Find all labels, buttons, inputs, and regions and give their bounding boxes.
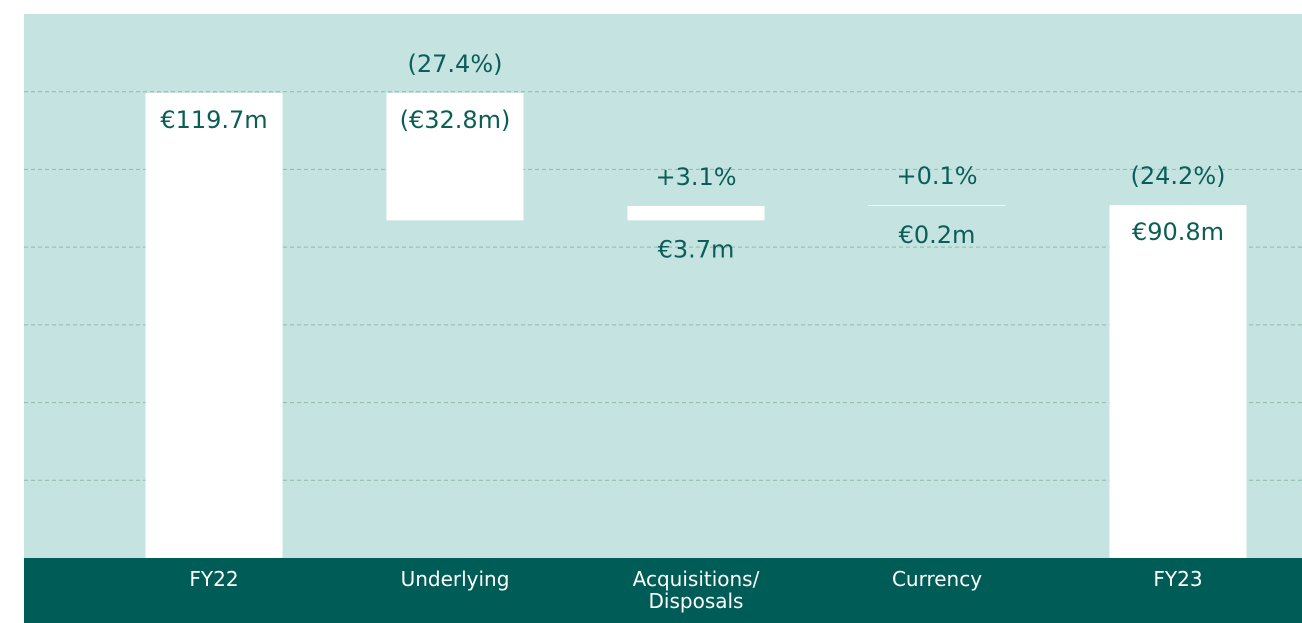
value-label: €119.7m	[160, 106, 267, 134]
value-label: €3.7m	[658, 235, 735, 263]
value-label: €90.8m	[1132, 218, 1224, 246]
change-label: (24.2%)	[1131, 162, 1226, 190]
category-label: Underlying	[400, 567, 510, 591]
category-band	[24, 558, 1302, 623]
value-label: €0.2m	[899, 221, 976, 249]
change-label: +3.1%	[655, 163, 736, 191]
category-label: FY22	[189, 567, 239, 591]
category-label: Currency	[891, 567, 983, 591]
bar	[868, 205, 1006, 206]
bar	[386, 92, 524, 221]
bar	[145, 92, 283, 558]
category-label: FY23	[1153, 567, 1203, 591]
bar	[1109, 205, 1247, 559]
value-label: (€32.8m)	[400, 106, 511, 134]
change-label: (27.4%)	[408, 50, 503, 78]
category-label: Acquisitions/ Disposals	[632, 567, 760, 613]
change-label: +0.1%	[896, 162, 977, 190]
bar	[627, 205, 765, 221]
